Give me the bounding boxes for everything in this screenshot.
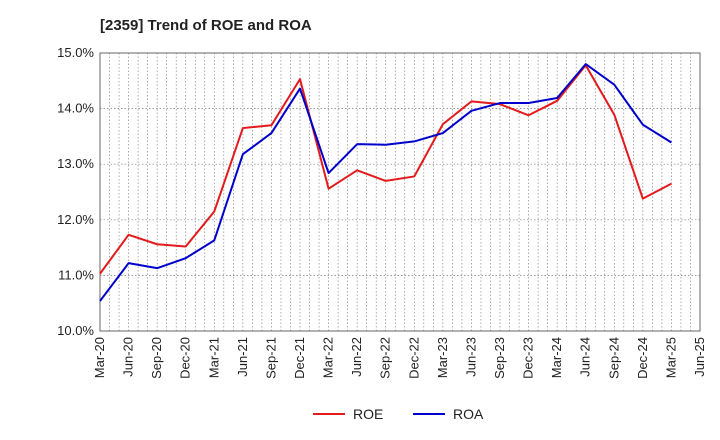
x-tick-label: Dec-21 xyxy=(292,337,307,379)
x-tick-label: Sep-22 xyxy=(378,337,393,379)
x-tick-label: Jun-23 xyxy=(463,337,478,377)
x-tick-label: Dec-23 xyxy=(521,337,536,379)
legend-label-roe: ROE xyxy=(353,406,383,422)
x-tick-label: Sep-20 xyxy=(149,337,164,379)
y-tick-label: 14.0% xyxy=(57,101,94,116)
y-tick-label: 10.0% xyxy=(57,323,94,338)
x-tick-label: Dec-24 xyxy=(635,337,650,379)
series-line-roe xyxy=(99,64,672,275)
x-tick-label: Jun-21 xyxy=(235,337,250,377)
y-tick-label: 13.0% xyxy=(57,156,94,171)
x-axis: Mar-20 Jun-20 Sep-20 Dec-20 Mar-21 Jun-21 Sep-… xyxy=(92,337,707,379)
y-axis: 10.0% 11.0% 12.0% 13.0% 14.0% 15.0% xyxy=(57,45,94,338)
chart-title: [2359] Trend of ROE and ROA xyxy=(100,17,312,34)
y-tick-label: 12.0% xyxy=(57,212,94,227)
y-tick-label: 11.0% xyxy=(58,267,94,282)
series-lines xyxy=(99,63,672,302)
x-tick-label: Mar-23 xyxy=(435,337,450,378)
plot-area xyxy=(99,52,701,332)
x-tick-label: Mar-24 xyxy=(549,337,564,378)
x-tick-label: Sep-23 xyxy=(492,337,507,379)
series-line-roa xyxy=(99,63,672,302)
x-tick-label: Mar-25 xyxy=(663,337,678,378)
x-tick-label: Sep-21 xyxy=(263,337,278,379)
x-tick-label: Dec-22 xyxy=(406,337,421,379)
y-tick-label: 15.0% xyxy=(57,45,94,60)
x-tick-label: Jun-20 xyxy=(121,337,136,377)
legend: ROE ROA xyxy=(313,406,484,422)
x-tick-label: Dec-20 xyxy=(178,337,193,379)
x-tick-label: Jun-25 xyxy=(692,337,707,377)
x-tick-label: Mar-22 xyxy=(321,337,336,378)
legend-label-roa: ROA xyxy=(453,406,484,422)
x-tick-label: Mar-20 xyxy=(92,337,107,378)
x-tick-label: Jun-22 xyxy=(349,337,364,377)
x-tick-label: Jun-24 xyxy=(578,337,593,377)
grid-lines xyxy=(100,53,700,331)
x-tick-label: Sep-24 xyxy=(606,337,621,379)
x-tick-label: Mar-21 xyxy=(206,337,221,378)
